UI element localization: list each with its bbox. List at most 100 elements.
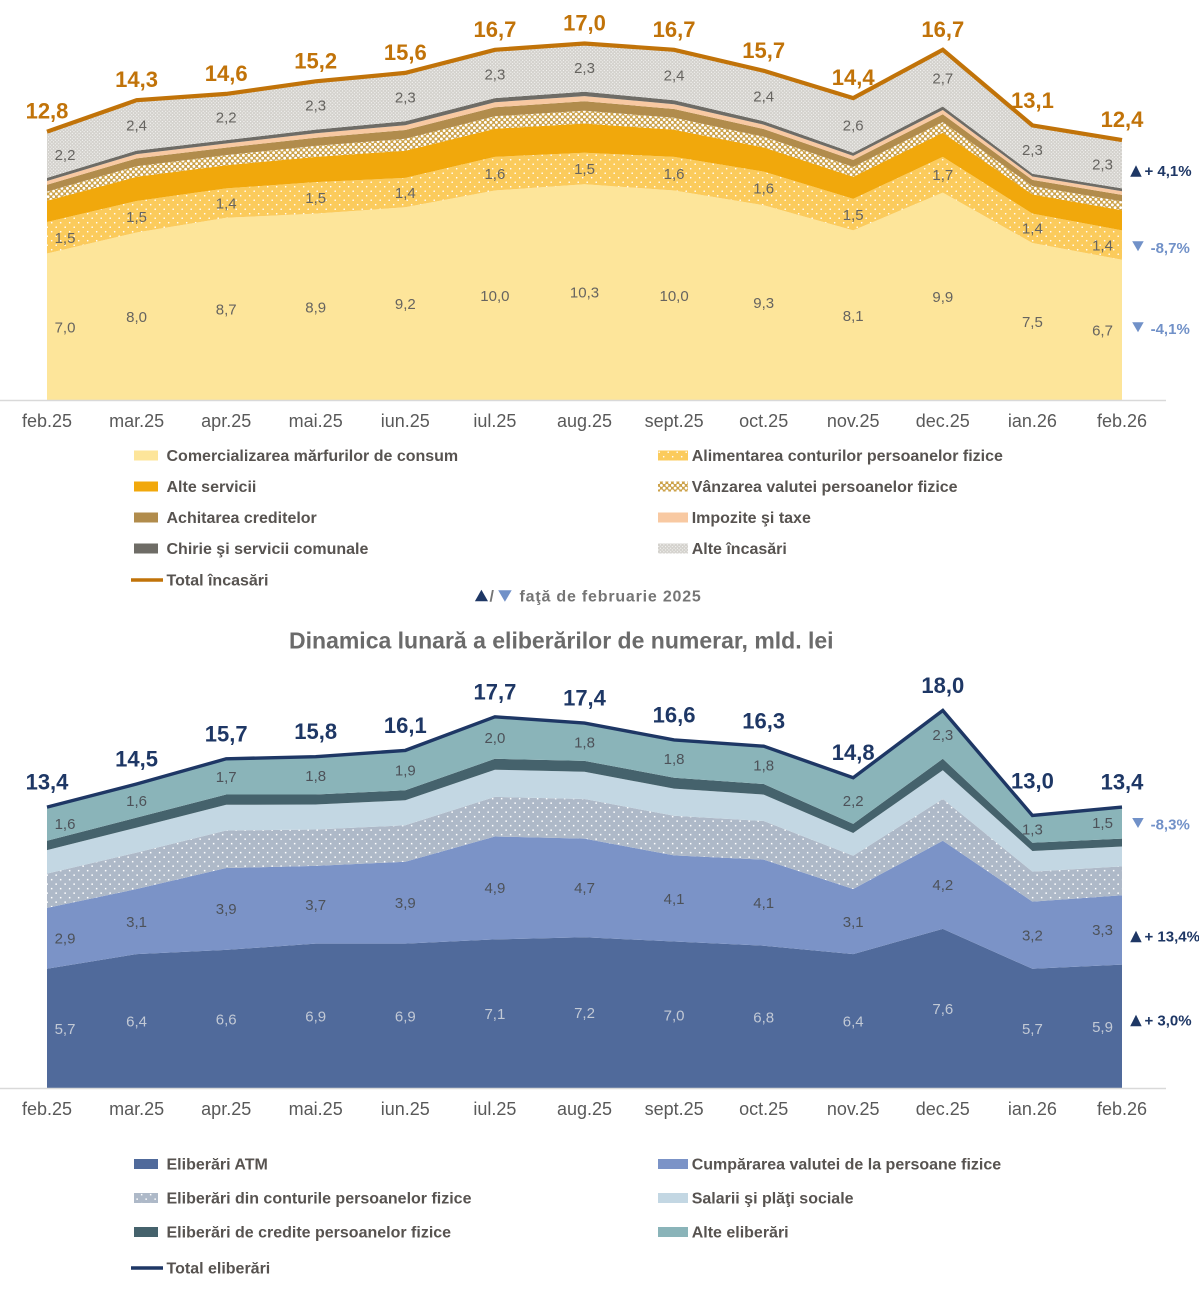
svg-text:1,3: 1,3: [1022, 822, 1043, 839]
svg-text:7,0: 7,0: [55, 319, 76, 336]
svg-text:1,5: 1,5: [843, 207, 864, 224]
svg-text:5,9: 5,9: [1092, 1019, 1113, 1036]
svg-text:1,7: 1,7: [216, 769, 237, 786]
svg-text:6,6: 6,6: [216, 1012, 237, 1029]
svg-text:10,3: 10,3: [570, 285, 599, 302]
svg-text:Eliberări din conturile persoa: Eliberări din conturile persoanelor fizi…: [167, 1191, 472, 1208]
svg-text:2,9: 2,9: [55, 931, 76, 948]
svg-text:4,2: 4,2: [932, 877, 953, 894]
svg-text:1,6: 1,6: [664, 166, 685, 183]
svg-text:1,9: 1,9: [395, 763, 416, 780]
svg-text:1,5: 1,5: [126, 209, 147, 226]
svg-text:1,6: 1,6: [484, 166, 505, 183]
svg-text:2,2: 2,2: [843, 793, 864, 810]
svg-text:7,2: 7,2: [574, 1005, 595, 1022]
svg-text:10,0: 10,0: [659, 288, 688, 305]
svg-text:-8,7%: -8,7%: [1151, 240, 1190, 257]
svg-text:18,0: 18,0: [921, 673, 964, 698]
svg-text:17,7: 17,7: [473, 679, 516, 704]
svg-text:6,7: 6,7: [1092, 322, 1113, 339]
svg-text:/: /: [490, 589, 495, 606]
svg-text:ian.26: ian.26: [1008, 1099, 1057, 1119]
svg-text:Achitarea creditelor: Achitarea creditelor: [167, 510, 317, 527]
svg-text:13,1: 13,1: [1011, 88, 1054, 113]
svg-text:13,0: 13,0: [1011, 769, 1054, 794]
svg-text:oct.25: oct.25: [739, 411, 788, 431]
svg-text:8,1: 8,1: [843, 308, 864, 325]
svg-text:aug.25: aug.25: [557, 1099, 612, 1119]
svg-text:Alimentarea conturilor persoan: Alimentarea conturilor persoanelor fizic…: [692, 448, 1003, 465]
svg-text:3,7: 3,7: [305, 897, 326, 914]
svg-text:1,4: 1,4: [1092, 237, 1113, 254]
svg-text:7,5: 7,5: [1022, 314, 1043, 331]
svg-text:Cumpărarea valutei de la perso: Cumpărarea valutei de la persoane fizice: [692, 1157, 1002, 1174]
svg-text:2,3: 2,3: [1092, 157, 1113, 174]
svg-text:1,8: 1,8: [305, 768, 326, 785]
svg-text:2,3: 2,3: [395, 89, 416, 106]
svg-text:sept.25: sept.25: [645, 411, 704, 431]
svg-text:15,2: 15,2: [294, 48, 337, 73]
svg-text:2,3: 2,3: [1022, 142, 1043, 159]
svg-text:1,4: 1,4: [1022, 221, 1043, 238]
svg-text:16,7: 16,7: [653, 17, 696, 42]
svg-text:2,3: 2,3: [484, 66, 505, 83]
svg-text:8,0: 8,0: [126, 309, 147, 326]
svg-text:2,4: 2,4: [126, 118, 147, 135]
svg-text:10,0: 10,0: [480, 288, 509, 305]
svg-text:7,0: 7,0: [664, 1007, 685, 1024]
svg-text:14,4: 14,4: [832, 65, 876, 90]
svg-text:Alte eliberări: Alte eliberări: [692, 1225, 789, 1242]
svg-text:dec.25: dec.25: [916, 411, 970, 431]
svg-text:3,2: 3,2: [1022, 928, 1043, 945]
svg-text:12,8: 12,8: [26, 99, 69, 124]
svg-text:Chirie şi servicii comunale: Chirie şi servicii comunale: [167, 541, 369, 558]
svg-text:17,4: 17,4: [563, 686, 607, 711]
svg-text:1,5: 1,5: [55, 230, 76, 247]
svg-text:Eliberări ATM: Eliberări ATM: [167, 1157, 268, 1174]
svg-text:iul.25: iul.25: [473, 1099, 516, 1119]
svg-text:Alte servicii: Alte servicii: [167, 479, 257, 496]
svg-text:mar.25: mar.25: [109, 411, 164, 431]
svg-text:dec.25: dec.25: [916, 1099, 970, 1119]
svg-text:feb.25: feb.25: [22, 411, 72, 431]
svg-text:8,9: 8,9: [305, 299, 326, 316]
svg-text:Total încasări: Total încasări: [167, 573, 269, 590]
svg-text:9,9: 9,9: [932, 289, 953, 306]
svg-text:3,1: 3,1: [843, 914, 864, 931]
svg-text:15,8: 15,8: [294, 719, 337, 744]
svg-text:5,7: 5,7: [1022, 1021, 1043, 1038]
svg-text:1,5: 1,5: [1092, 815, 1113, 832]
svg-text:nov.25: nov.25: [827, 411, 880, 431]
svg-text:Eliberări de credite persoanel: Eliberări de credite persoanelor fizice: [167, 1225, 452, 1242]
svg-text:14,8: 14,8: [832, 740, 875, 765]
svg-text:12,4: 12,4: [1101, 107, 1145, 132]
svg-text:feb.26: feb.26: [1097, 411, 1147, 431]
svg-text:1,8: 1,8: [574, 734, 595, 751]
svg-text:mar.25: mar.25: [109, 1099, 164, 1119]
svg-text:9,2: 9,2: [395, 296, 416, 313]
svg-text:Comercializarea mărfurilor de: Comercializarea mărfurilor de consum: [167, 448, 459, 465]
svg-text:7,1: 7,1: [484, 1006, 505, 1023]
svg-text:-8,3%: -8,3%: [1151, 817, 1190, 834]
svg-text:faţă de februarie 2025: faţă de februarie 2025: [520, 589, 702, 606]
svg-text:15,7: 15,7: [205, 721, 248, 746]
svg-text:ian.26: ian.26: [1008, 411, 1057, 431]
svg-text:2,7: 2,7: [932, 71, 953, 88]
svg-text:4,1: 4,1: [753, 895, 774, 912]
svg-text:iun.25: iun.25: [381, 411, 430, 431]
svg-text:2,4: 2,4: [664, 67, 685, 84]
svg-text:Dinamica lunară a eliberărilor: Dinamica lunară a eliberărilor de numera…: [289, 628, 834, 654]
svg-text:mai.25: mai.25: [289, 411, 343, 431]
svg-text:1,5: 1,5: [305, 190, 326, 207]
svg-text:17,0: 17,0: [563, 11, 606, 36]
svg-text:mai.25: mai.25: [289, 1099, 343, 1119]
svg-text:14,6: 14,6: [205, 61, 248, 86]
svg-text:6,9: 6,9: [395, 1008, 416, 1025]
svg-text:4,9: 4,9: [484, 880, 505, 897]
svg-text:iun.25: iun.25: [381, 1099, 430, 1119]
svg-text:apr.25: apr.25: [201, 1099, 251, 1119]
svg-text:6,8: 6,8: [753, 1009, 774, 1026]
svg-text:3,9: 3,9: [395, 895, 416, 912]
svg-text:6,4: 6,4: [126, 1014, 147, 1031]
svg-text:1,6: 1,6: [753, 181, 774, 198]
